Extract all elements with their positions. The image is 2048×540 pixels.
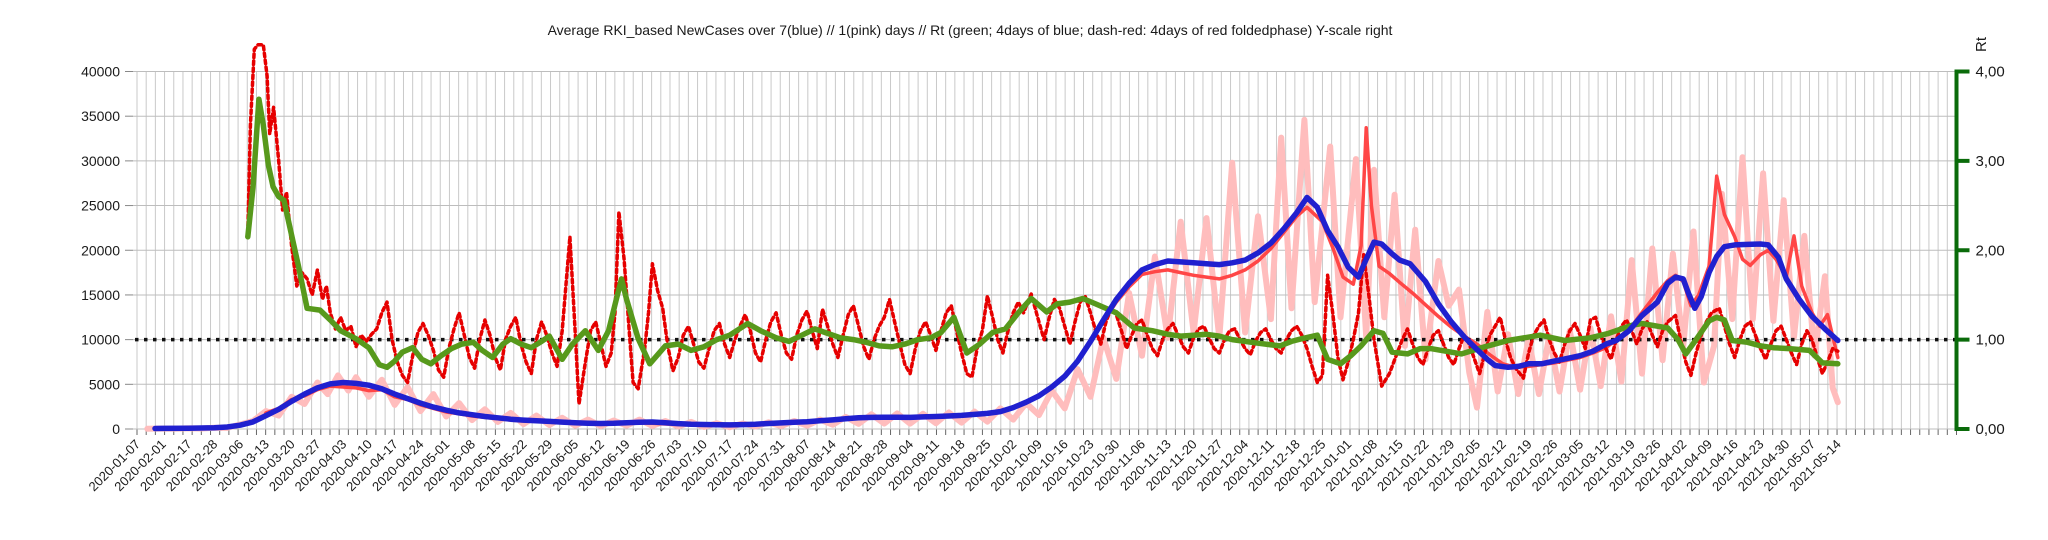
series-newcases_1day_pink-line	[144, 116, 1841, 432]
right-axis-tick-label: 4,00	[1976, 64, 2005, 81]
y-axis-tick-label: 30000	[81, 153, 120, 169]
y-axis-tick-label: 20000	[81, 242, 120, 258]
chart-title: Average RKI_based NewCases over 7(blue) …	[547, 22, 1393, 38]
series-rt_green-line	[245, 96, 1841, 371]
series-newcases_7day_blue-line	[152, 194, 1841, 432]
y-axis-tick-label: 15000	[81, 287, 120, 303]
y-axis-tick-label: 25000	[81, 198, 120, 214]
right-axis-tick-label: 1,00	[1976, 332, 2005, 349]
y-axis-tick-label: 35000	[81, 108, 120, 124]
y-axis-tick-label: 5000	[89, 376, 120, 392]
right-axis-tick-label: 0,00	[1976, 421, 2005, 438]
series-rt_red_dashed-line	[246, 42, 1840, 406]
y-axis-tick-label: 0	[112, 421, 120, 437]
right-axis-tick-label: 2,00	[1976, 242, 2005, 259]
right-axis-title: Rt	[1973, 36, 1990, 52]
y-axis-tick-label: 40000	[81, 64, 120, 80]
y-axis-tick-label: 10000	[81, 332, 120, 348]
right-axis-tick-label: 3,00	[1976, 153, 2005, 170]
